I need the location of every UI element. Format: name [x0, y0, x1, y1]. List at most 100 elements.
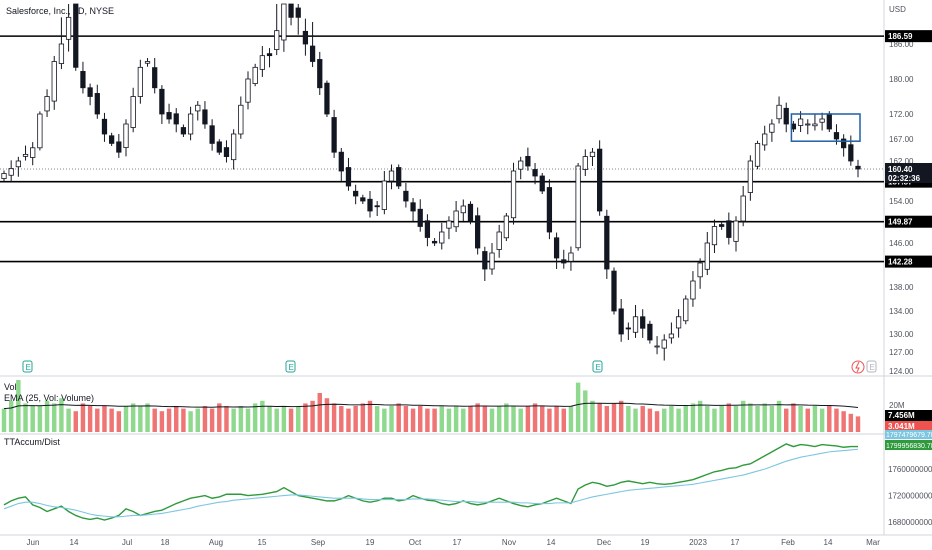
candle[interactable] — [266, 48, 273, 68]
candle[interactable] — [374, 201, 380, 216]
candle[interactable] — [439, 222, 445, 250]
candle[interactable] — [597, 140, 603, 216]
candle[interactable] — [324, 80, 330, 117]
candle[interactable] — [805, 119, 811, 135]
candle[interactable] — [331, 109, 337, 158]
candle[interactable] — [740, 186, 746, 227]
candle[interactable] — [22, 145, 29, 161]
candle[interactable] — [144, 58, 151, 67]
candle[interactable] — [288, 3, 294, 26]
earnings-marker[interactable]: E — [592, 360, 603, 373]
candle[interactable] — [675, 309, 682, 338]
candle[interactable] — [482, 246, 488, 281]
price-axis[interactable]: 186.00180.00172.00167.00162.00158.00154.… — [888, 40, 932, 527]
candle[interactable] — [726, 212, 732, 245]
candle[interactable] — [302, 18, 309, 56]
candle[interactable] — [582, 149, 588, 176]
candle[interactable] — [446, 216, 452, 240]
candle[interactable] — [625, 322, 631, 341]
candle[interactable] — [209, 119, 215, 151]
candle[interactable] — [381, 171, 387, 215]
candle[interactable] — [575, 163, 581, 251]
candle[interactable] — [317, 51, 323, 95]
candle[interactable] — [417, 199, 423, 232]
candle[interactable] — [683, 295, 689, 325]
candle[interactable] — [259, 46, 265, 77]
candle[interactable] — [101, 112, 108, 142]
candle[interactable] — [252, 63, 258, 87]
candle[interactable] — [159, 85, 165, 124]
candle[interactable] — [546, 179, 553, 240]
candle[interactable] — [503, 213, 509, 242]
candle[interactable] — [80, 61, 86, 94]
candle[interactable] — [690, 271, 696, 307]
candle[interactable] — [589, 148, 596, 166]
candle[interactable] — [37, 111, 43, 151]
candle[interactable] — [711, 219, 718, 254]
candle[interactable] — [274, 4, 280, 56]
candle[interactable] — [166, 103, 172, 124]
candle[interactable] — [295, 4, 301, 35]
candle[interactable] — [819, 112, 825, 131]
candle[interactable] — [353, 184, 359, 205]
candle[interactable] — [396, 164, 402, 190]
candle[interactable] — [94, 84, 100, 119]
candle[interactable] — [15, 156, 21, 177]
candle[interactable] — [776, 96, 782, 124]
candle[interactable] — [467, 201, 474, 225]
candle[interactable] — [568, 246, 574, 271]
candle[interactable] — [618, 299, 624, 342]
candle[interactable] — [109, 132, 115, 147]
candle[interactable] — [345, 157, 352, 191]
candle[interactable] — [195, 101, 201, 121]
candle[interactable] — [453, 201, 459, 232]
earnings-marker[interactable]: E — [866, 360, 877, 373]
candle[interactable] — [360, 194, 366, 204]
candle[interactable] — [1, 170, 7, 182]
candle[interactable] — [8, 160, 14, 182]
candle[interactable] — [137, 59, 143, 104]
candle[interactable] — [202, 101, 208, 129]
candle[interactable] — [754, 140, 761, 170]
candle[interactable] — [489, 243, 495, 275]
candle[interactable] — [640, 309, 646, 338]
candle[interactable] — [525, 147, 531, 171]
candle[interactable] — [431, 238, 438, 246]
candle[interactable] — [539, 173, 545, 194]
candle[interactable] — [187, 106, 194, 141]
candle[interactable] — [661, 334, 667, 361]
candle[interactable] — [632, 305, 639, 338]
candle[interactable] — [116, 134, 122, 158]
candle[interactable] — [647, 320, 653, 344]
candle[interactable] — [841, 134, 847, 157]
candle[interactable] — [475, 207, 481, 255]
candle[interactable] — [44, 89, 50, 117]
candle[interactable] — [216, 139, 222, 155]
candle[interactable] — [73, 3, 79, 71]
candle[interactable] — [51, 55, 57, 110]
candle[interactable] — [309, 22, 316, 68]
candle[interactable] — [532, 163, 538, 185]
candle[interactable] — [762, 125, 768, 151]
candle[interactable] — [668, 322, 675, 344]
candle[interactable] — [812, 114, 818, 131]
candle[interactable] — [130, 87, 136, 133]
candle[interactable] — [697, 258, 703, 289]
candle[interactable] — [281, 3, 287, 52]
candle[interactable] — [410, 198, 416, 221]
candle[interactable] — [223, 140, 230, 163]
candle[interactable] — [783, 102, 789, 133]
candle[interactable] — [518, 156, 524, 180]
dividend-flash-icon[interactable] — [851, 360, 865, 374]
earnings-marker[interactable]: E — [22, 360, 33, 373]
candle[interactable] — [733, 216, 739, 252]
candle[interactable] — [424, 214, 431, 247]
candle[interactable] — [719, 221, 725, 230]
candle[interactable] — [338, 148, 344, 181]
candle[interactable] — [238, 96, 244, 139]
candle[interactable] — [152, 58, 158, 94]
candle[interactable] — [87, 83, 93, 106]
candle[interactable] — [561, 249, 567, 269]
candle[interactable] — [367, 191, 373, 218]
candle[interactable] — [747, 155, 753, 201]
